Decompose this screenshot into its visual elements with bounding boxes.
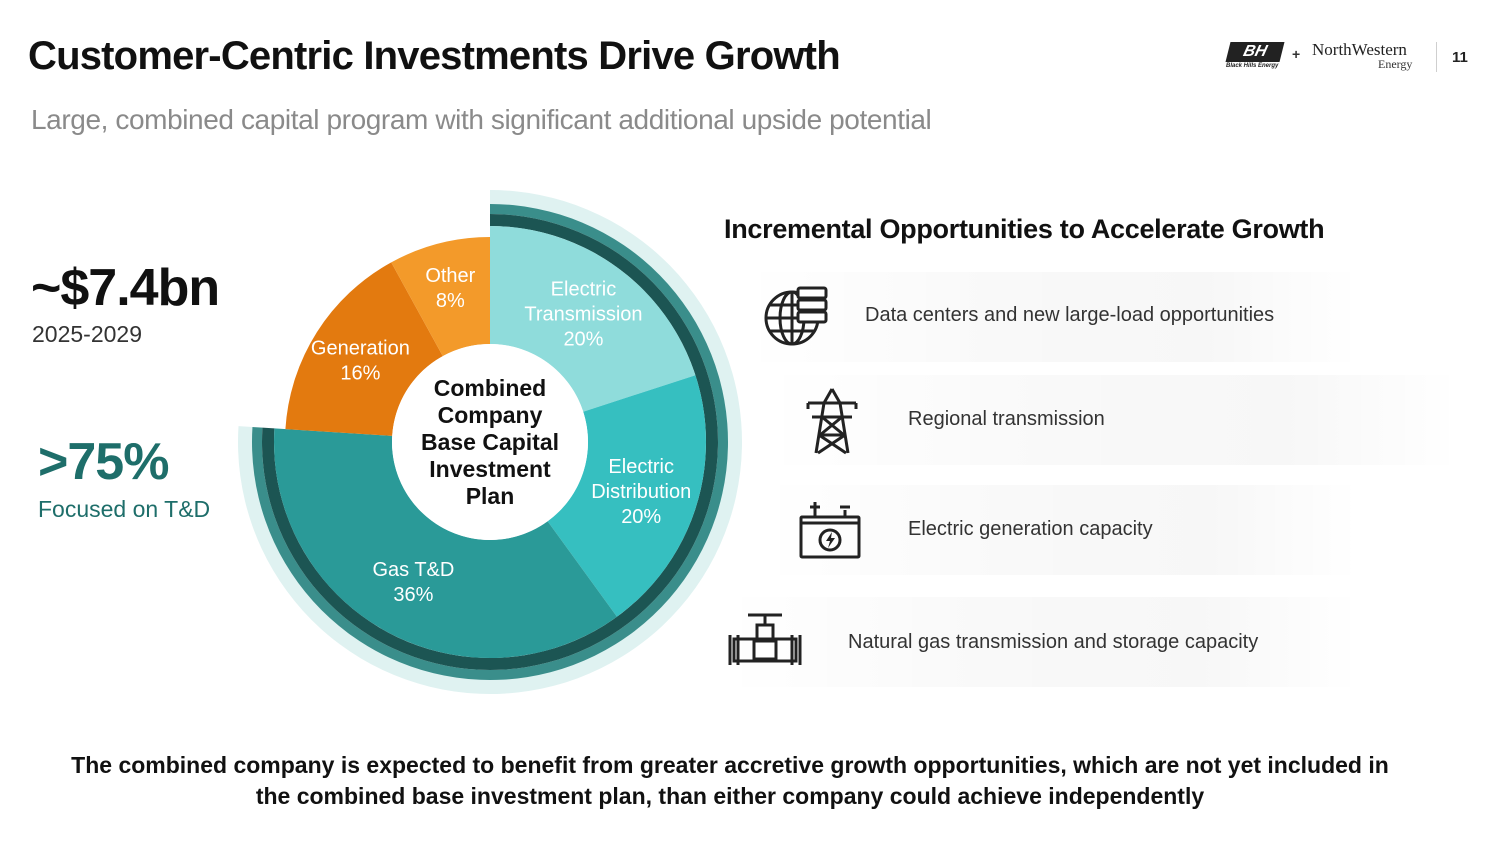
logo-plus: + (1292, 46, 1301, 62)
opportunity-row-shade (720, 597, 1360, 687)
transmission-tower-icon (806, 388, 858, 455)
opportunity-item-transmission: Regional transmission (760, 375, 1460, 465)
total-investment-value: ~$7.4bn (31, 259, 220, 317)
slice-label: Electric Distribution 20% (591, 456, 691, 528)
footer-statement: The combined company is expected to bene… (30, 750, 1430, 812)
slice-pct: 36% (393, 584, 433, 606)
center-label-line: Company (438, 402, 543, 428)
footer-line-1: The combined company is expected to bene… (71, 752, 1389, 778)
page-number: 11 (1452, 49, 1468, 66)
company-logos: BH Black Hills Energy + NorthWestern Ene… (1225, 40, 1496, 74)
northwestern-logo-sub: Energy (1378, 57, 1413, 71)
center-label-line: Combined (434, 375, 546, 401)
page-subtitle: Large, combined capital program with sig… (31, 104, 932, 135)
globe-server-icon (764, 286, 828, 346)
slice-electric-transmission (490, 226, 696, 412)
slice-name: Gas T&D (372, 559, 454, 581)
opportunities-heading: Incremental Opportunities to Accelerate … (724, 214, 1325, 244)
bh-logo-text: Black Hills Energy (1226, 63, 1279, 69)
slice-label: Other 8% (425, 265, 475, 312)
gas-valve-icon (728, 613, 802, 665)
slice-label: Electric Transmission 20% (524, 278, 642, 350)
slice-label: Gas T&D 36% (372, 559, 454, 606)
slice-name: Distribution (591, 481, 691, 503)
bh-logo-mark: BH (1225, 42, 1285, 62)
slice-pct: 16% (340, 362, 380, 384)
opportunity-label: Natural gas transmission and storage cap… (848, 631, 1259, 653)
opportunity-row-shade (740, 272, 1360, 362)
td-share-value: >75% (38, 433, 169, 491)
black-hills-logo: BH Black Hills Energy (1225, 42, 1285, 70)
footer-line-2: the combined base investment plan, than … (255, 783, 1205, 809)
capital-plan-donut-chart: Electric Transmission 20% Electric Distribut… (238, 190, 743, 694)
page-title: Customer-Centric Investments Drive Growt… (28, 34, 841, 78)
center-label-line: Plan (466, 483, 515, 509)
slice-name: Transmission (524, 303, 642, 325)
opportunity-label: Electric generation capacity (908, 518, 1153, 540)
slice-gas-t-d (274, 428, 617, 658)
investment-period: 2025-2029 (32, 321, 142, 347)
opportunity-item-data-centers: Data centers and new large-load opportun… (740, 272, 1360, 362)
slice-name: Electric (551, 278, 617, 300)
slice-name: Generation (311, 337, 410, 359)
northwestern-logo-name: NorthWestern (1312, 40, 1407, 59)
slice-name: Electric (608, 456, 674, 478)
slice-electric-distribution (547, 375, 706, 617)
center-label-line: Base Capital (421, 429, 559, 455)
opportunity-label: Data centers and new large-load opportun… (865, 304, 1275, 326)
slice-pct: 8% (436, 290, 465, 312)
td-share-label: Focused on T&D (38, 496, 211, 522)
slice-label: Generation 16% (311, 337, 410, 384)
slice-pct: 20% (563, 328, 603, 350)
opportunity-item-gas: Natural gas transmission and storage cap… (720, 597, 1360, 687)
donut-center (392, 344, 588, 540)
slice-pct: 20% (621, 506, 661, 528)
slice-name: Other (425, 265, 475, 287)
header-divider (1436, 42, 1437, 72)
battery-icon (799, 502, 861, 559)
donut-center-label: Combined Company Base Capital Investment Pla… (421, 375, 559, 509)
opportunity-label: Regional transmission (908, 408, 1105, 430)
slice-other (391, 237, 490, 357)
center-label-line: Investment (429, 456, 551, 482)
opportunity-item-generation: Electric generation capacity (760, 485, 1360, 575)
opportunity-row-shade (760, 375, 1460, 465)
slice-generation (285, 262, 443, 436)
